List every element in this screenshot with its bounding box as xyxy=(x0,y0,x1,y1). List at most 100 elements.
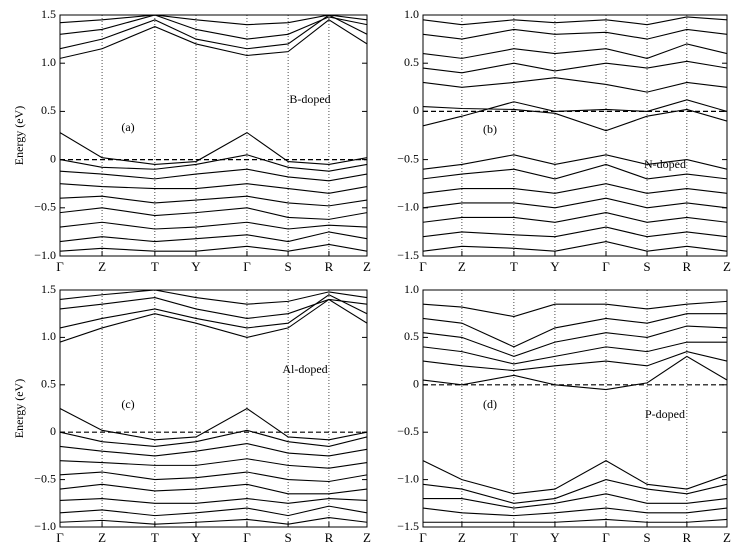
x-tick-label: S xyxy=(284,259,291,274)
x-tick-label: Γ xyxy=(56,259,64,274)
y-tick-label: −1.0 xyxy=(397,471,419,485)
band-line xyxy=(423,77,727,93)
y-tick-label: −1.5 xyxy=(397,519,419,533)
band-line xyxy=(60,429,367,447)
y-tick-label: −1.0 xyxy=(397,200,419,214)
plot-frame xyxy=(59,289,368,528)
x-tick-label: Y xyxy=(191,530,201,545)
y-tick-label: 1.0 xyxy=(404,282,419,296)
x-tick-label: Γ xyxy=(602,530,610,545)
band-line xyxy=(423,300,727,318)
y-tick-label: 1.0 xyxy=(41,329,56,343)
band-line xyxy=(60,131,367,165)
band-line xyxy=(60,290,367,305)
band-line xyxy=(60,195,367,207)
x-tick-label: R xyxy=(683,530,692,545)
band-line xyxy=(423,493,727,509)
band-line xyxy=(60,183,367,194)
band-line xyxy=(423,60,727,74)
band-line xyxy=(423,351,727,372)
band-line xyxy=(423,325,727,357)
x-tick-label: T xyxy=(510,530,518,545)
band-line xyxy=(423,226,727,238)
x-tick-label: R xyxy=(683,259,692,274)
band-line xyxy=(60,458,367,469)
band-line xyxy=(60,154,367,172)
x-tick-label: Z xyxy=(98,259,106,274)
x-tick-label: Z xyxy=(458,530,466,545)
x-tick-label: Y xyxy=(550,530,560,545)
band-line xyxy=(60,221,367,230)
y-tick-label: 1.5 xyxy=(41,282,56,296)
y-tick-label: −0.5 xyxy=(397,424,419,438)
x-tick-label: Γ xyxy=(602,259,610,274)
x-tick-label: Γ xyxy=(243,259,251,274)
y-tick-label: 0 xyxy=(50,424,56,438)
y-axis-label: Energy (eV) xyxy=(12,379,26,438)
y-tick-label: −1.5 xyxy=(397,248,419,262)
x-tick-label: S xyxy=(643,259,650,274)
annotation: N-doped xyxy=(644,157,686,171)
band-line xyxy=(423,16,727,26)
band-line xyxy=(423,341,727,365)
y-tick-label: 0 xyxy=(413,103,419,117)
band-line xyxy=(423,212,727,223)
panel-label: (c) xyxy=(121,397,134,411)
band-line xyxy=(60,297,367,319)
y-tick-label: −0.5 xyxy=(34,471,56,485)
band-line xyxy=(423,460,727,495)
y-tick-label: 0.5 xyxy=(404,329,419,343)
band-line xyxy=(423,28,727,40)
x-tick-label: Z xyxy=(363,259,371,274)
y-tick-label: −1.0 xyxy=(34,519,56,533)
band-line xyxy=(60,294,367,329)
band-line xyxy=(423,197,727,209)
band-line xyxy=(60,505,367,517)
x-tick-label: Z xyxy=(723,530,731,545)
band-line xyxy=(60,516,367,525)
y-tick-label: −1.0 xyxy=(34,248,56,262)
panel-label: (a) xyxy=(121,120,134,134)
bands xyxy=(423,16,727,252)
band-line xyxy=(60,207,367,220)
band-line xyxy=(423,99,727,127)
x-tick-label: Z xyxy=(98,530,106,545)
band-line xyxy=(423,507,727,517)
y-tick-label: 1.5 xyxy=(41,7,56,21)
x-tick-label: S xyxy=(643,530,650,545)
band-line xyxy=(60,471,367,483)
y-tick-label: −0.5 xyxy=(34,200,56,214)
band-line xyxy=(423,163,727,180)
x-tick-label: T xyxy=(510,259,518,274)
x-tick-label: Γ xyxy=(243,530,251,545)
plot-frame xyxy=(422,289,728,528)
band-line xyxy=(423,106,727,132)
band-line xyxy=(423,154,727,170)
bands xyxy=(423,300,727,523)
annotation: Al-doped xyxy=(282,362,327,376)
band-line xyxy=(423,183,727,194)
annotation: P-doped xyxy=(645,407,685,421)
y-tick-label: 1.0 xyxy=(404,7,419,21)
y-tick-label: 0.5 xyxy=(41,377,56,391)
panel-label: (b) xyxy=(483,122,497,136)
y-tick-label: 0 xyxy=(50,151,56,165)
bands xyxy=(60,290,367,525)
x-tick-label: Γ xyxy=(419,259,427,274)
x-tick-label: Y xyxy=(550,259,560,274)
y-tick-label: 0 xyxy=(413,377,419,391)
band-line xyxy=(60,15,367,26)
x-tick-label: T xyxy=(151,530,159,545)
y-tick-label: 1.0 xyxy=(41,55,56,69)
band-line xyxy=(60,19,367,59)
band-line xyxy=(423,518,727,523)
band-line xyxy=(423,355,727,391)
band-line xyxy=(60,483,367,495)
band-line xyxy=(423,43,727,59)
band-line xyxy=(60,443,367,457)
plot-frame xyxy=(59,14,368,257)
y-tick-label: 0.5 xyxy=(41,103,56,117)
x-tick-label: Γ xyxy=(56,530,64,545)
band-line xyxy=(423,313,727,348)
